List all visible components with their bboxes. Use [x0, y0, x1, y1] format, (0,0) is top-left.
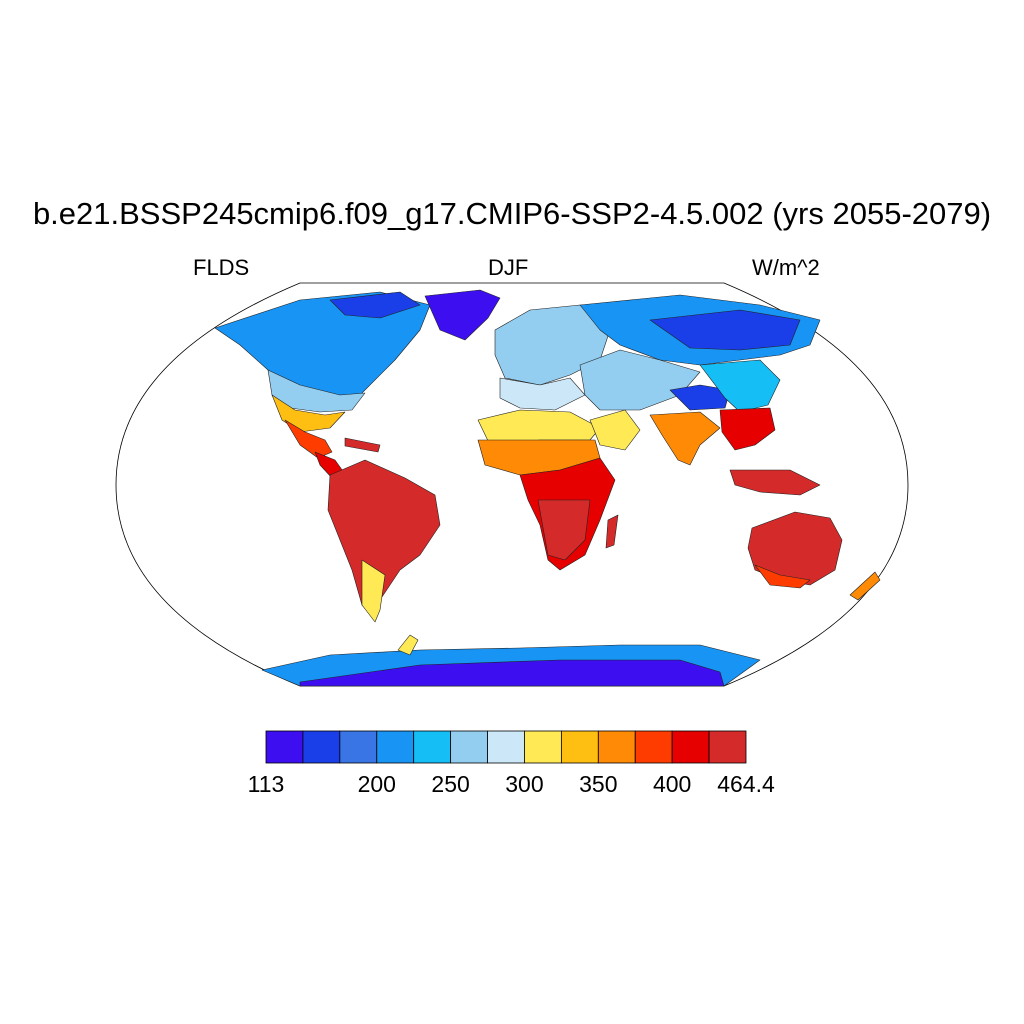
colorbar-box [560, 730, 599, 764]
mexico [284, 419, 333, 459]
variable-label: FLDS [193, 255, 250, 280]
colorbar-tick-label: 250 [431, 771, 470, 797]
india [649, 411, 721, 466]
colorbar-box [265, 730, 304, 764]
season-label: DJF [488, 255, 529, 280]
colorbar-box [302, 730, 341, 764]
colorbar-tick-label: 400 [652, 771, 692, 797]
africa-south [537, 499, 591, 561]
arctic-islands [329, 291, 421, 319]
units-label: W/m^2 [752, 255, 820, 280]
south-america [327, 459, 441, 621]
colorbar-tick-label: 113 [247, 771, 285, 797]
caribbean [344, 437, 381, 453]
colorbar-tick-label: 300 [505, 771, 544, 797]
colorbar-box [376, 730, 415, 764]
antarctic-peninsula [397, 634, 419, 656]
colorbar-tick-label: 200 [357, 771, 396, 797]
middle-east [589, 409, 641, 451]
madagascar [605, 514, 619, 549]
colorbar-box [671, 730, 710, 764]
australia-south [754, 564, 811, 589]
colorbar-tick-label: 464.4 [717, 771, 775, 797]
colorbar-box [634, 730, 673, 764]
colorbar-box [487, 730, 525, 764]
map-title: b.e21.BSSP245cmip6.f09_g17.CMIP6-SSP2-4.… [32, 196, 992, 231]
colorbar-box [339, 730, 378, 764]
south-america-south [361, 559, 386, 623]
china [699, 359, 781, 413]
new-zealand [849, 571, 881, 601]
colorbar-tick-label: 350 [579, 771, 618, 797]
colorbar-box [708, 730, 747, 764]
north-america-cold [214, 291, 431, 406]
europe-south [499, 377, 586, 411]
siberia-cold [649, 309, 801, 351]
colorbar-box [450, 730, 488, 764]
colorbar-box [597, 730, 636, 764]
us-south [271, 394, 346, 433]
greenland [424, 289, 501, 341]
colorbar-box [413, 730, 452, 764]
antarctica-interior [299, 659, 725, 687]
colorbar-box [524, 730, 562, 764]
australia [747, 511, 843, 586]
colorbar [265, 730, 747, 764]
se-asia [719, 407, 776, 451]
indonesia [729, 469, 821, 496]
